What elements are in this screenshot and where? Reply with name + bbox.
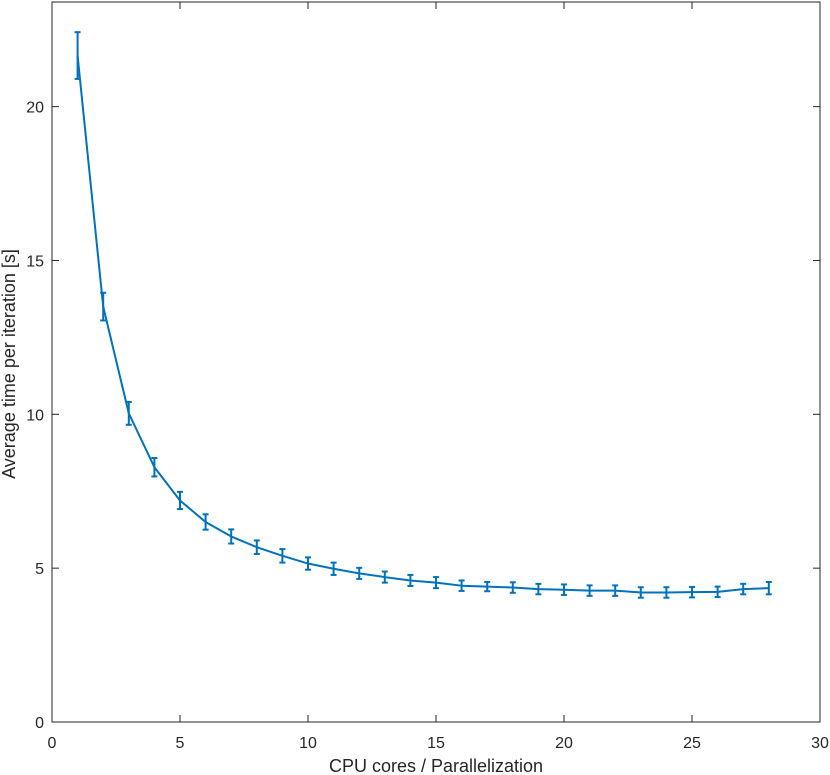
x-tick-label: 10 bbox=[299, 735, 317, 752]
error-bar bbox=[689, 585, 695, 599]
error-bar bbox=[253, 539, 260, 555]
error-bar bbox=[765, 581, 772, 596]
error-bar bbox=[535, 582, 542, 596]
error-bar bbox=[509, 581, 516, 594]
error-bar bbox=[151, 457, 158, 478]
error-bar bbox=[740, 582, 747, 596]
error-bar bbox=[458, 579, 465, 592]
series-group bbox=[74, 31, 772, 599]
error-bar bbox=[612, 584, 619, 597]
y-tick-label: 20 bbox=[26, 100, 44, 117]
error-bar bbox=[125, 401, 132, 426]
x-tick-label: 20 bbox=[555, 735, 573, 752]
y-tick-label: 15 bbox=[26, 253, 44, 270]
error-bar bbox=[586, 584, 593, 597]
error-bar bbox=[484, 581, 491, 593]
y-tick-label: 0 bbox=[35, 715, 44, 732]
error-bar bbox=[100, 291, 107, 322]
y-axis-ticks: 0 5 10 15 20 bbox=[26, 100, 820, 732]
error-bar bbox=[381, 570, 388, 584]
error-bar bbox=[330, 561, 337, 576]
y-axis-label: Average time per iteration [s] bbox=[0, 249, 19, 479]
x-tick-label: 0 bbox=[48, 735, 57, 752]
series-line bbox=[76, 54, 770, 594]
error-bar bbox=[228, 528, 235, 545]
error-bar bbox=[561, 583, 567, 596]
error-bar bbox=[407, 573, 414, 587]
error-bar bbox=[433, 576, 439, 590]
error-bar bbox=[74, 31, 81, 80]
error-bar bbox=[305, 556, 311, 571]
x-axis-ticks: 0 5 10 15 20 25 30 bbox=[48, 2, 829, 752]
error-bar bbox=[202, 513, 209, 531]
error-bar bbox=[663, 586, 670, 599]
error-bar bbox=[177, 490, 183, 511]
x-tick-label: 30 bbox=[811, 735, 829, 752]
x-tick-label: 15 bbox=[427, 735, 445, 752]
x-axis-label: CPU cores / Parallelization bbox=[329, 756, 543, 775]
y-tick-label: 5 bbox=[35, 561, 44, 578]
error-bar bbox=[637, 586, 644, 599]
error-bar bbox=[279, 548, 286, 564]
x-tick-label: 25 bbox=[683, 735, 701, 752]
error-bar bbox=[356, 566, 363, 580]
error-bar bbox=[714, 585, 721, 599]
x-tick-label: 5 bbox=[176, 735, 185, 752]
y-tick-label: 10 bbox=[26, 407, 44, 424]
